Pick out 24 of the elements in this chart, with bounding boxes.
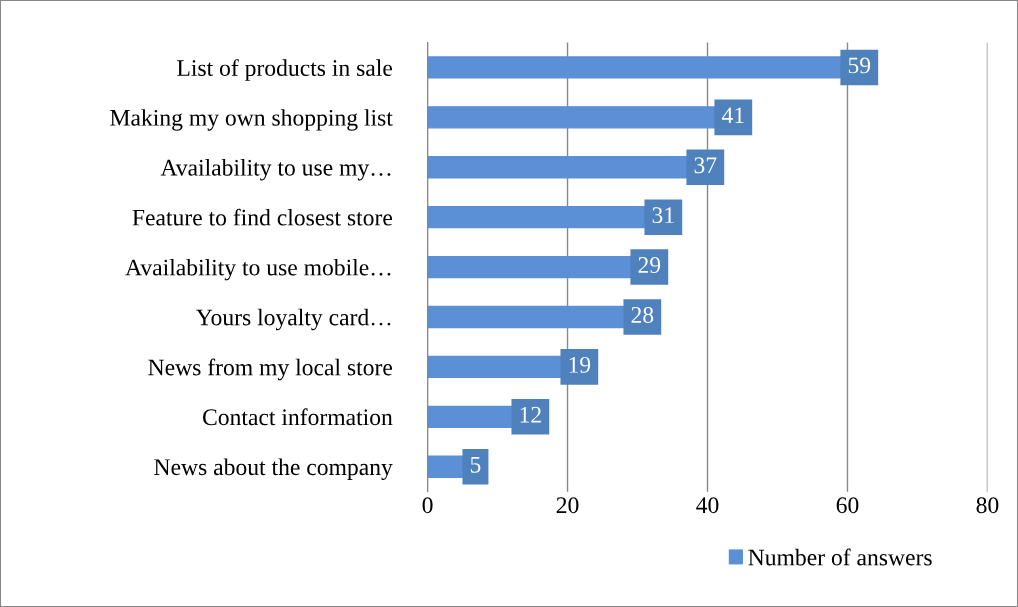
data-label: 59 [848, 57, 871, 74]
x-tick-label: 20 [556, 497, 579, 514]
x-tick-label: 60 [836, 497, 859, 514]
data-label: 31 [652, 207, 674, 224]
legend-label: Number of answers [748, 548, 932, 566]
data-label: 5 [470, 456, 481, 473]
data-label: 19 [569, 356, 591, 373]
y-tick-label: Contact information [202, 408, 393, 426]
y-tick-label: News from my local store [148, 358, 393, 381]
y-tick-label: Availability to use my… [160, 159, 391, 181]
y-tick-label: Yours loyalty card… [196, 308, 391, 331]
data-label: 37 [694, 157, 717, 174]
data-label: 12 [520, 406, 541, 423]
x-tick-label: 40 [696, 497, 719, 514]
y-tick-label: Feature to find closest store [132, 208, 393, 226]
data-label: 28 [631, 306, 654, 323]
data-label: 41 [721, 107, 744, 124]
y-tick-label: Making my own shopping list [110, 109, 393, 131]
y-tick-label: News about the company [154, 458, 393, 480]
y-tick-label: List of products in sale [177, 59, 393, 81]
data-label: 29 [638, 257, 661, 273]
y-tick-label: Availability to use mobile… [125, 258, 391, 281]
x-tick-label: 80 [976, 497, 999, 514]
x-tick-label: 0 [422, 497, 433, 514]
